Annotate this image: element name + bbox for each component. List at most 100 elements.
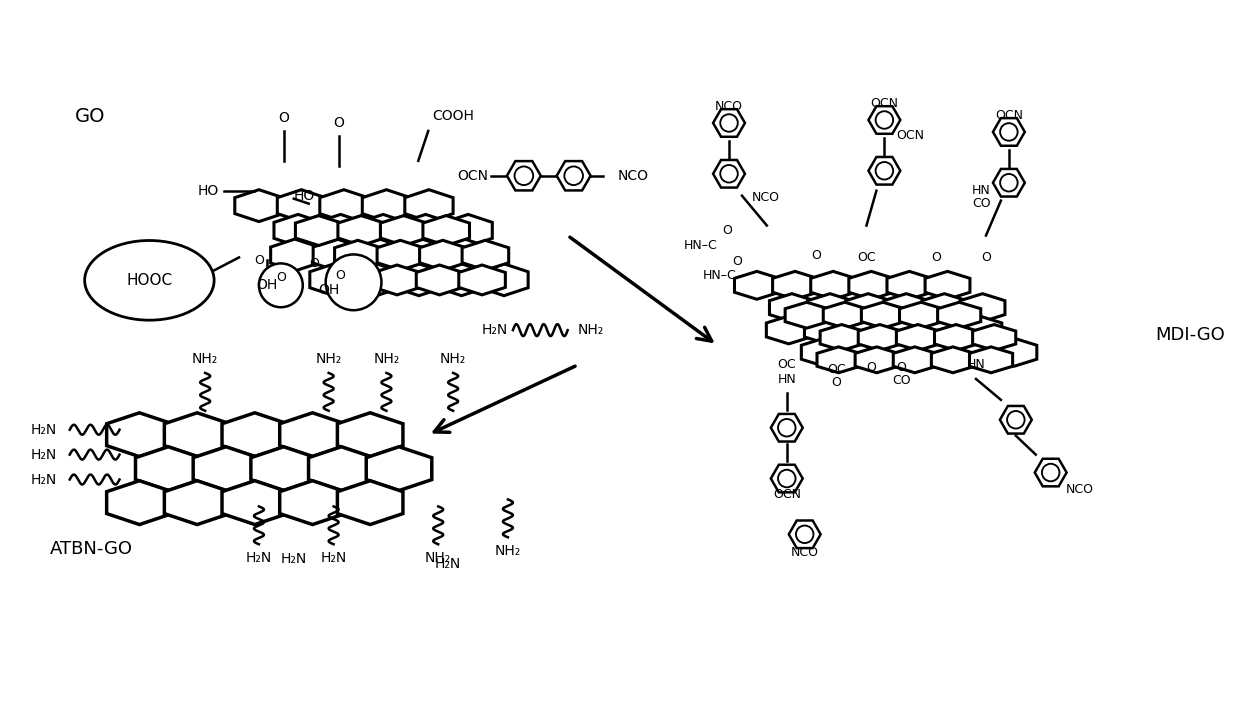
Polygon shape xyxy=(358,215,407,247)
Polygon shape xyxy=(278,190,326,222)
Polygon shape xyxy=(805,316,849,344)
Polygon shape xyxy=(309,447,374,491)
Polygon shape xyxy=(394,264,443,296)
Text: COOH: COOH xyxy=(433,109,474,123)
Polygon shape xyxy=(878,339,923,366)
Polygon shape xyxy=(270,239,319,271)
Polygon shape xyxy=(1034,459,1066,486)
Polygon shape xyxy=(352,264,401,296)
Text: HN: HN xyxy=(972,184,991,197)
Text: OCN: OCN xyxy=(458,169,489,183)
Polygon shape xyxy=(316,215,365,247)
Polygon shape xyxy=(811,271,856,299)
Polygon shape xyxy=(507,161,541,191)
Text: OCN: OCN xyxy=(773,488,801,501)
Text: MDI-GO: MDI-GO xyxy=(1156,326,1225,344)
Polygon shape xyxy=(937,302,981,328)
Polygon shape xyxy=(377,240,424,270)
Text: O: O xyxy=(732,255,742,268)
Text: HN–C: HN–C xyxy=(683,239,717,252)
Polygon shape xyxy=(862,302,904,328)
Polygon shape xyxy=(972,325,1016,350)
Polygon shape xyxy=(846,294,890,322)
Text: OCN: OCN xyxy=(897,130,924,142)
Text: OC: OC xyxy=(777,358,796,371)
Polygon shape xyxy=(280,413,345,457)
Polygon shape xyxy=(893,347,936,373)
Polygon shape xyxy=(849,271,894,299)
Circle shape xyxy=(326,254,382,310)
Polygon shape xyxy=(557,161,590,191)
Polygon shape xyxy=(366,447,432,491)
Text: NCO: NCO xyxy=(715,99,743,112)
Text: O: O xyxy=(867,362,877,375)
Text: O: O xyxy=(812,249,822,262)
Text: O: O xyxy=(254,254,264,267)
Text: H₂N: H₂N xyxy=(31,447,57,462)
Text: O: O xyxy=(832,376,842,389)
Polygon shape xyxy=(960,294,1004,322)
Polygon shape xyxy=(459,265,506,295)
Polygon shape xyxy=(362,190,410,222)
Text: NH₂: NH₂ xyxy=(373,352,399,366)
Polygon shape xyxy=(339,215,384,246)
Text: O: O xyxy=(931,251,941,264)
Polygon shape xyxy=(820,325,863,350)
Polygon shape xyxy=(807,294,852,322)
Polygon shape xyxy=(402,215,450,247)
Polygon shape xyxy=(417,265,463,295)
Polygon shape xyxy=(423,215,470,246)
Polygon shape xyxy=(789,521,821,548)
Polygon shape xyxy=(135,447,201,491)
Polygon shape xyxy=(295,215,342,246)
Text: NH₂: NH₂ xyxy=(315,352,342,366)
Text: H₂N: H₂N xyxy=(435,558,461,571)
Polygon shape xyxy=(880,316,925,344)
Polygon shape xyxy=(823,302,867,328)
Polygon shape xyxy=(373,265,420,295)
Polygon shape xyxy=(785,302,828,328)
Polygon shape xyxy=(480,264,528,296)
Polygon shape xyxy=(280,481,345,524)
Text: OCN: OCN xyxy=(994,109,1023,122)
Polygon shape xyxy=(935,325,977,350)
Polygon shape xyxy=(999,406,1032,434)
Text: H₂N: H₂N xyxy=(481,323,508,337)
Polygon shape xyxy=(337,413,403,457)
Polygon shape xyxy=(335,240,381,270)
Text: OCN: OCN xyxy=(870,96,899,109)
Text: O: O xyxy=(334,116,343,130)
Polygon shape xyxy=(234,190,283,222)
Text: NH₂: NH₂ xyxy=(578,323,604,337)
Polygon shape xyxy=(993,169,1024,196)
Polygon shape xyxy=(440,239,489,271)
Polygon shape xyxy=(868,106,900,134)
Text: NH₂: NH₂ xyxy=(192,352,218,366)
Polygon shape xyxy=(992,339,1037,366)
Polygon shape xyxy=(463,240,508,270)
Text: CO: CO xyxy=(972,197,991,210)
Polygon shape xyxy=(899,302,942,328)
Polygon shape xyxy=(957,316,1002,344)
Polygon shape xyxy=(856,347,898,373)
Polygon shape xyxy=(884,294,929,322)
Text: O: O xyxy=(309,257,319,270)
Text: O: O xyxy=(981,251,991,264)
Polygon shape xyxy=(713,109,745,137)
Polygon shape xyxy=(801,339,846,366)
Polygon shape xyxy=(993,118,1024,146)
Polygon shape xyxy=(970,347,1013,373)
Polygon shape xyxy=(438,264,486,296)
Polygon shape xyxy=(444,215,492,247)
Polygon shape xyxy=(897,325,940,350)
Polygon shape xyxy=(887,271,931,299)
Polygon shape xyxy=(858,325,901,350)
Polygon shape xyxy=(274,215,322,247)
Text: NH₂: NH₂ xyxy=(425,551,451,566)
Polygon shape xyxy=(250,447,316,491)
Polygon shape xyxy=(331,265,378,295)
Polygon shape xyxy=(713,160,745,188)
Text: H₂N: H₂N xyxy=(246,551,272,566)
Polygon shape xyxy=(320,190,368,222)
Polygon shape xyxy=(839,339,884,366)
